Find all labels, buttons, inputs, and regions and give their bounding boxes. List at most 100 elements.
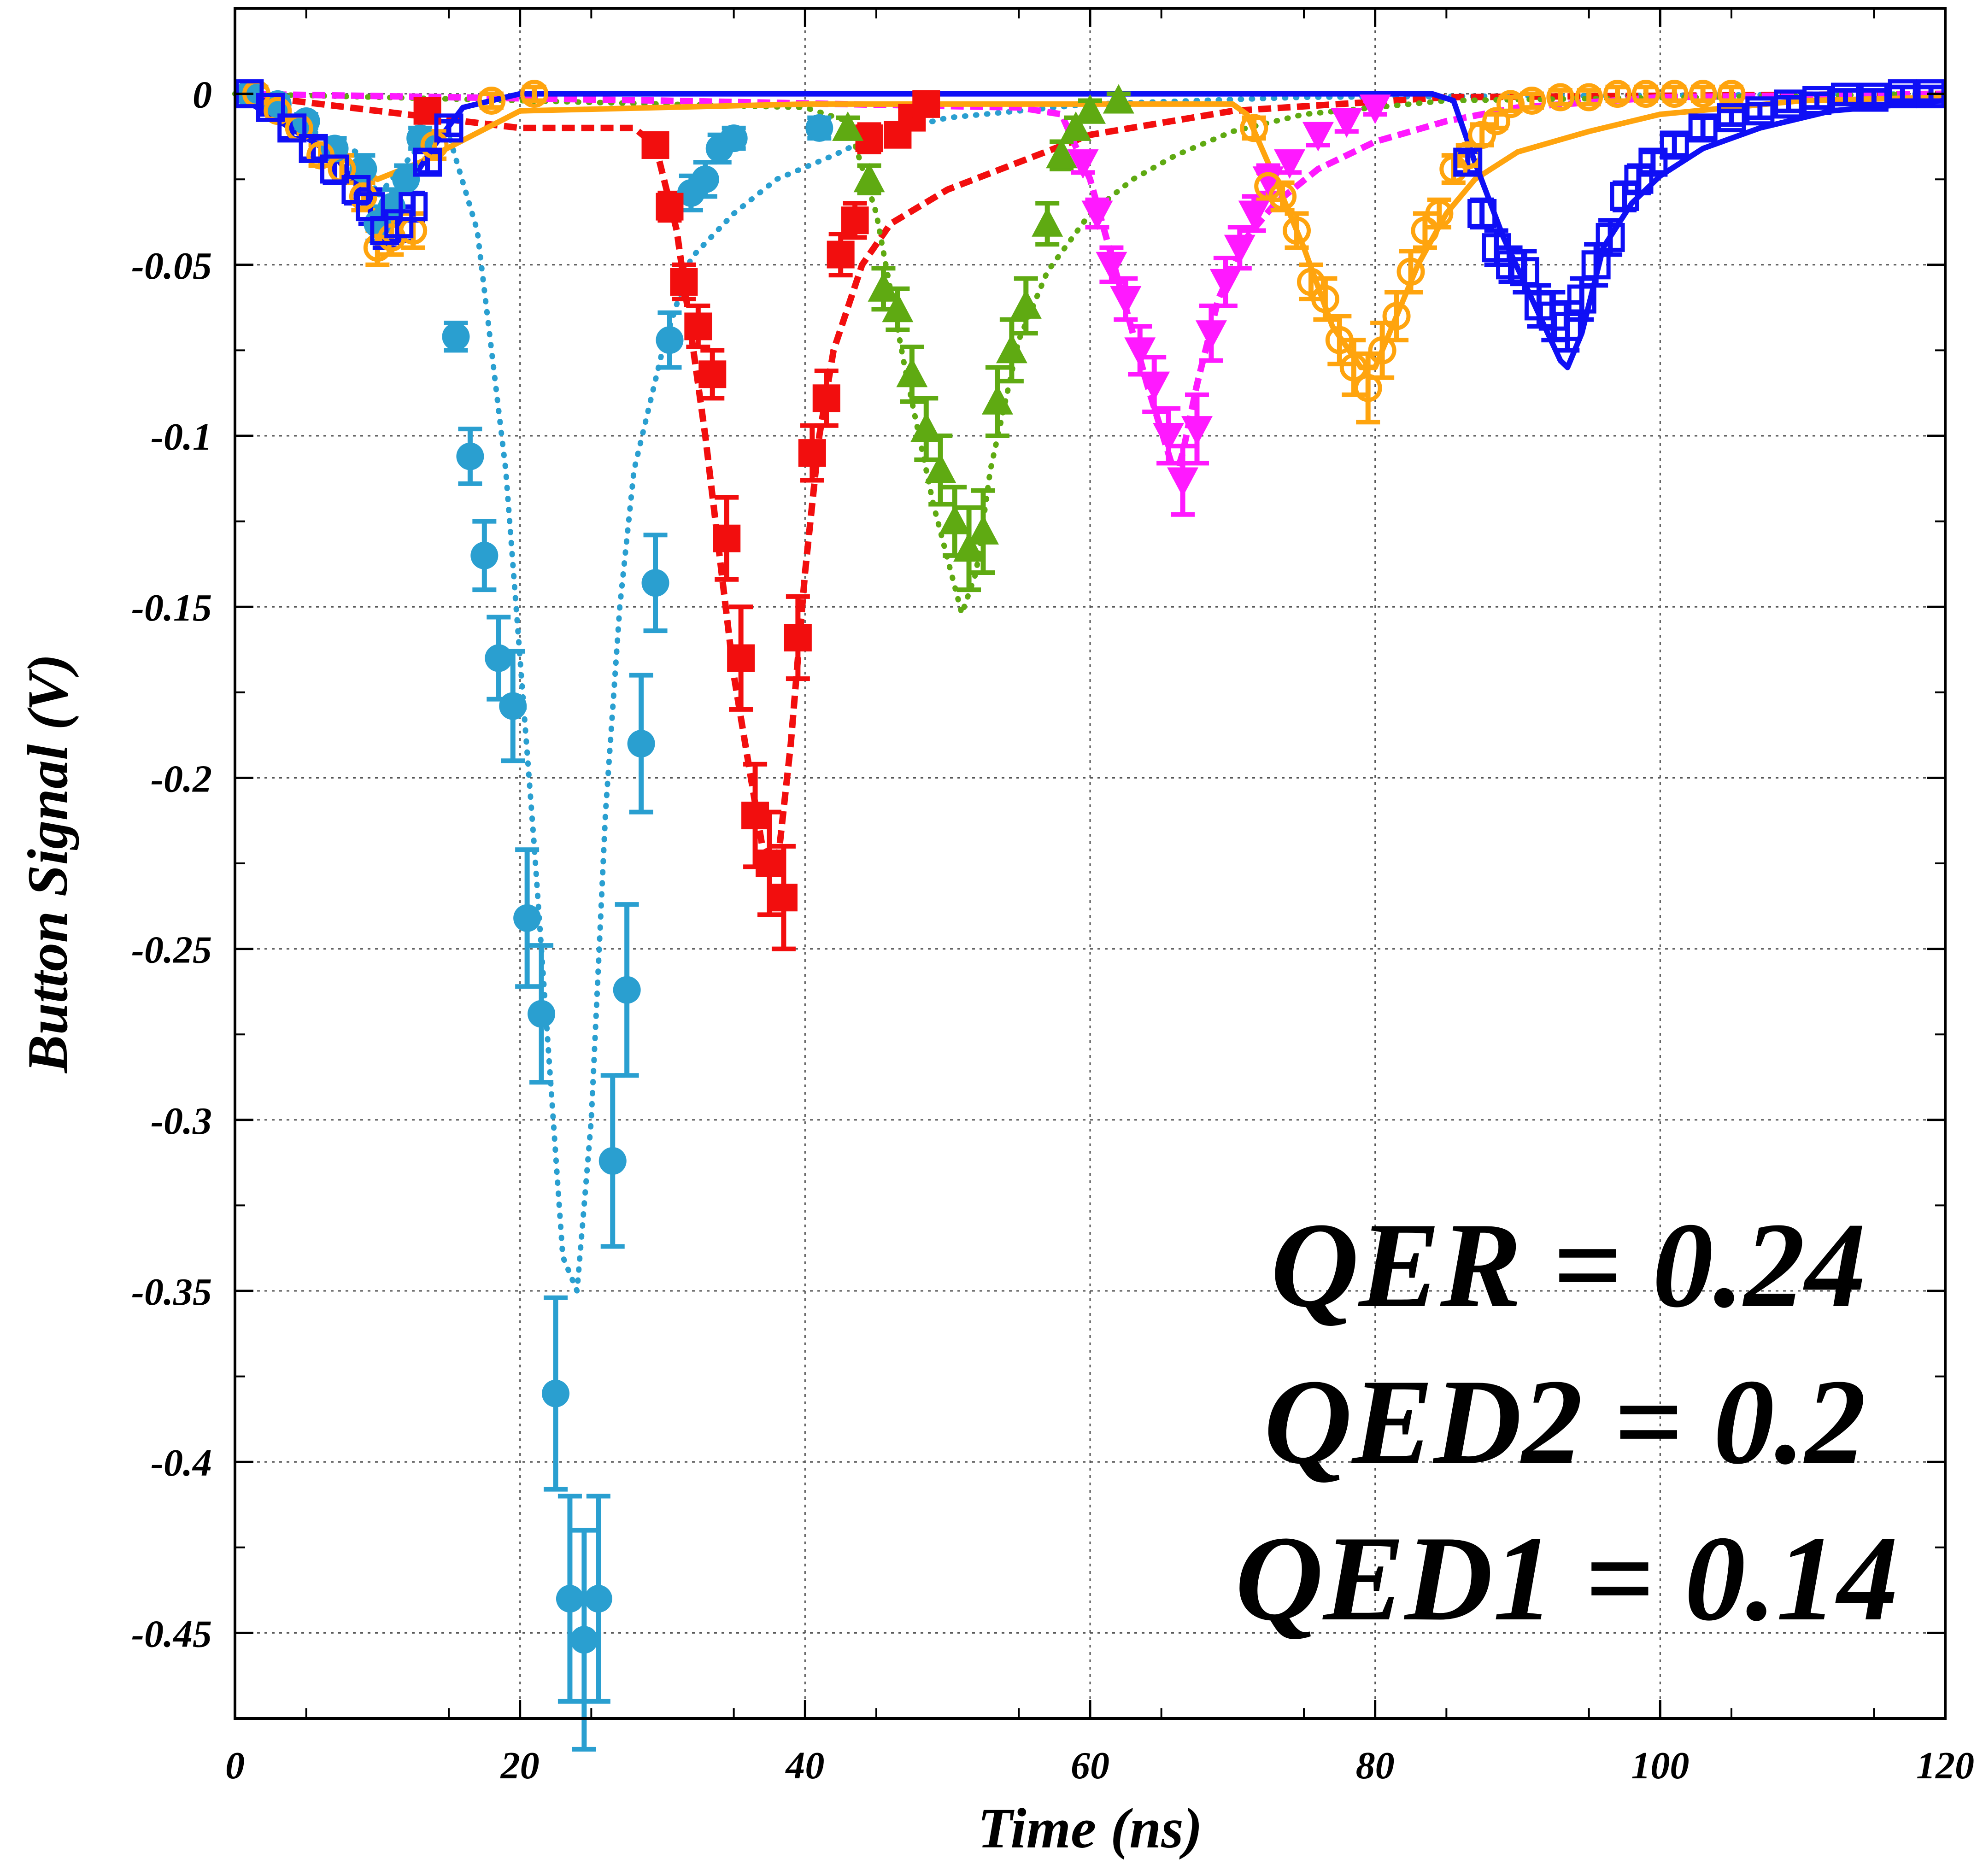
- fit-curve-4: [233, 91, 1946, 370]
- data-point-triangle-down: [1359, 94, 1391, 124]
- data-point-circle: [456, 442, 484, 470]
- data-point-open-square: [1553, 311, 1582, 341]
- data-point-triangle-down: [1195, 320, 1227, 350]
- data-point-open-square: [1660, 130, 1689, 160]
- data-point-circle: [513, 904, 541, 932]
- data-point-square: [769, 884, 798, 912]
- data-point-triangle-up: [996, 334, 1027, 363]
- data-point-circle: [613, 976, 641, 1004]
- data-point-open-circle: [1354, 374, 1382, 402]
- data-point-circle: [805, 114, 833, 142]
- y-tick-label: -0.4: [151, 1442, 212, 1484]
- data-point-triangle-up: [853, 163, 885, 193]
- data-point-triangle-down: [1110, 286, 1142, 316]
- annotation-qed2: QED2 = 0.2: [1264, 1354, 1866, 1489]
- data-point-triangle-up: [882, 293, 914, 322]
- data-point-triangle-up: [910, 412, 942, 442]
- data-point-circle: [485, 644, 513, 672]
- data-point-open-square: [1510, 257, 1539, 287]
- data-point-square: [756, 850, 783, 877]
- data-point-circle: [570, 1626, 598, 1654]
- data-point-open-circle: [1339, 353, 1368, 382]
- data-point-open-square: [399, 192, 428, 222]
- fit-curve-2: [232, 91, 1948, 616]
- data-point-open-circle: [1368, 336, 1396, 364]
- y-tick-label: -0.45: [131, 1612, 212, 1655]
- y-tick-label: -0.2: [151, 757, 212, 800]
- data-point-triangle-down: [1331, 108, 1362, 138]
- grid-lines: [235, 8, 1945, 1718]
- data-point-triangle-down: [1067, 149, 1099, 179]
- x-axis-label: Time (ns): [978, 1797, 1203, 1860]
- data-point-open-square: [1596, 223, 1625, 252]
- data-point-triangle-down: [1252, 166, 1284, 196]
- data-point-triangle-down: [1224, 234, 1256, 264]
- data-point-circle: [542, 1379, 569, 1407]
- y-tick-label: 0: [193, 74, 212, 117]
- y-tick-label: -0.15: [131, 586, 212, 629]
- y-tick-label: -0.05: [131, 245, 212, 287]
- x-tick-label: 40: [785, 1744, 824, 1787]
- data-point-open-square: [434, 113, 463, 143]
- y-tick-label: -0.3: [151, 1100, 212, 1143]
- data-point-triangle-up: [1103, 84, 1134, 114]
- data-point-circle: [499, 692, 527, 720]
- data-point-triangle-up: [968, 515, 999, 545]
- data-point-open-square: [1745, 96, 1775, 126]
- data-point-open-circle: [1603, 80, 1632, 108]
- data-point-square: [784, 624, 812, 652]
- data-point-circle: [656, 326, 684, 354]
- fit-curve-3: [235, 90, 1946, 481]
- data-point-open-square: [413, 147, 442, 177]
- data-point-circle: [598, 1147, 627, 1175]
- x-tick-label: 20: [500, 1744, 540, 1787]
- data-point-open-circle: [520, 80, 549, 108]
- data-point-open-square: [277, 113, 307, 143]
- data-point-circle: [470, 541, 499, 569]
- data-point-open-circle: [1631, 80, 1660, 108]
- data-point-open-square: [1717, 103, 1746, 133]
- data-point-open-circle: [349, 182, 377, 211]
- data-point-open-circle: [1297, 268, 1325, 296]
- data-point-triangle-down: [1138, 371, 1170, 401]
- data-point-triangle-up: [1046, 139, 1078, 169]
- data-point-open-circle: [1518, 86, 1546, 115]
- data-point-open-square: [1830, 82, 1860, 112]
- data-point-open-square: [1567, 284, 1596, 314]
- data-point-open-square: [256, 93, 285, 122]
- x-tick-label: 120: [1916, 1744, 1974, 1787]
- data-point-square: [827, 240, 855, 269]
- data-point-triangle-down: [1096, 252, 1127, 281]
- y-tick-label: -0.1: [151, 416, 212, 458]
- data-point-open-square: [1774, 89, 1803, 119]
- data-point-open-square: [1688, 113, 1718, 143]
- data-point-triangle-down: [1274, 149, 1306, 179]
- data-point-triangle-up: [1010, 289, 1042, 319]
- data-point-square: [727, 644, 755, 672]
- data-point-open-square: [299, 134, 328, 163]
- data-point-triangle-down: [1209, 269, 1241, 299]
- data-point-triangle-up: [953, 532, 985, 562]
- data-markers: [235, 79, 1946, 1654]
- data-point-open-square: [1888, 79, 1917, 109]
- tick-labels: 0 20 40 60 80 100 120 0 -0.05 -0.1 -0.15 -0.2 -0.25 -…: [131, 74, 1974, 1787]
- data-point-square: [912, 90, 940, 118]
- data-point-open-circle: [1311, 285, 1339, 313]
- data-point-circle: [442, 322, 470, 351]
- data-point-open-circle: [1396, 258, 1425, 286]
- data-point-open-circle: [1660, 80, 1689, 108]
- data-point-square: [812, 384, 840, 412]
- x-tick-label: 60: [1071, 1744, 1109, 1787]
- data-point-open-square: [1859, 82, 1889, 112]
- data-point-square: [641, 131, 669, 159]
- y-tick-label: -0.35: [131, 1271, 212, 1313]
- data-point-square: [841, 206, 869, 234]
- data-point-square: [741, 802, 769, 830]
- data-point-open-square: [1802, 86, 1832, 115]
- data-point-triangle-up: [925, 453, 956, 483]
- data-point-square: [684, 312, 712, 340]
- data-point-open-circle: [1240, 114, 1268, 142]
- data-point-circle: [556, 1585, 584, 1613]
- data-point-open-square: [1581, 250, 1611, 280]
